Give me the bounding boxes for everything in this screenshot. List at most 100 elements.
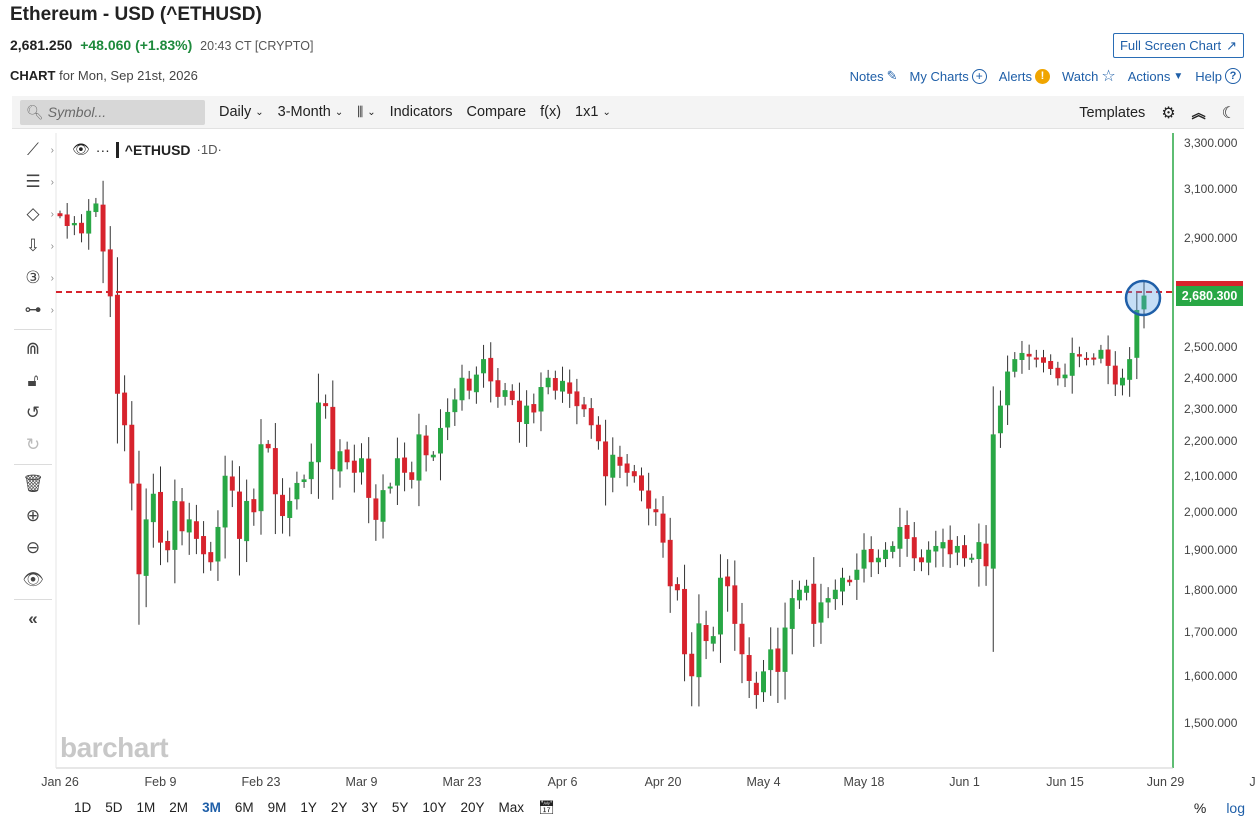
candle-body bbox=[868, 548, 874, 563]
candle-body bbox=[753, 682, 759, 696]
candle-body bbox=[222, 475, 228, 528]
candle-body bbox=[940, 542, 946, 549]
candle-body bbox=[380, 490, 386, 522]
measure-tool[interactable]: ⊶ › bbox=[12, 294, 55, 326]
gear-icon[interactable]: ⚙ bbox=[1161, 104, 1176, 122]
calendar-icon[interactable]: 📅︎ bbox=[538, 800, 556, 815]
tool-divider bbox=[14, 464, 52, 465]
more-icon[interactable]: ··· bbox=[95, 141, 110, 158]
candle-body bbox=[1098, 349, 1104, 359]
arrow-tool[interactable]: ⇩ › bbox=[12, 230, 54, 262]
symbol-search[interactable]: 🔍︎ Symbol... bbox=[20, 99, 205, 125]
lock-tool[interactable]: 🔓︎ bbox=[12, 365, 54, 397]
x-tick-label: Apr 6 bbox=[548, 775, 578, 789]
notes-link[interactable]: Notes ✎ bbox=[850, 68, 898, 84]
arrow-down-icon: ⇩ bbox=[25, 236, 41, 255]
range-2m[interactable]: 2M bbox=[169, 800, 189, 815]
candle-body bbox=[595, 424, 601, 442]
zoom-out-tool[interactable]: ⊖ bbox=[12, 532, 54, 564]
function-button[interactable]: f(x) bbox=[540, 104, 562, 120]
help-link[interactable]: Help? bbox=[1195, 68, 1241, 84]
fib-tool[interactable]: ☰ › bbox=[12, 166, 54, 198]
range-6m[interactable]: 6M bbox=[234, 800, 254, 815]
magnet-icon: ⋒ bbox=[25, 339, 41, 358]
candle-body bbox=[86, 210, 92, 234]
y-tick-label: 1,900.000 bbox=[1184, 543, 1238, 557]
interval-select[interactable]: Daily ⌄ bbox=[219, 104, 264, 120]
delete-tool[interactable]: 🗑︎ bbox=[12, 468, 54, 500]
quote-line: 2,681.250 +48.060 (+1.83%) 20:43 CT [CRY… bbox=[10, 37, 313, 53]
range-max[interactable]: Max bbox=[498, 800, 524, 815]
zoom-in-tool[interactable]: ⊕ bbox=[12, 500, 54, 532]
y-tick-label: 2,500.000 bbox=[1184, 340, 1238, 354]
layout-select[interactable]: 1x1 ⌄ bbox=[575, 104, 611, 120]
range-5d[interactable]: 5D bbox=[105, 800, 123, 815]
indicators-button[interactable]: Indicators bbox=[389, 104, 453, 120]
candle-body bbox=[244, 500, 250, 542]
range-3y[interactable]: 3Y bbox=[361, 800, 378, 815]
candle-body bbox=[1062, 374, 1068, 379]
candle-body bbox=[351, 460, 357, 473]
trendline-tool[interactable]: ⟋ › bbox=[12, 134, 54, 166]
candle-body bbox=[588, 408, 594, 426]
chart-legend: 👁︎ ··· ^ETHUSD ·1D· bbox=[72, 141, 222, 158]
candle-body bbox=[1048, 361, 1054, 369]
log-toggle[interactable]: log bbox=[1226, 800, 1245, 816]
range-2y[interactable]: 2Y bbox=[330, 800, 348, 815]
undo-tool[interactable]: ↺ bbox=[12, 397, 54, 429]
templates-button[interactable]: Templates bbox=[1079, 104, 1146, 121]
range-1m[interactable]: 1M bbox=[136, 800, 156, 815]
candle-body bbox=[531, 404, 537, 413]
current-price-tag: 2,680.300 bbox=[1176, 286, 1243, 306]
full-screen-chart-button[interactable]: Full Screen Chart ↗ bbox=[1112, 33, 1244, 58]
candle-body bbox=[710, 636, 716, 644]
watch-link[interactable]: Watch ☆ bbox=[1062, 66, 1116, 86]
candle-body bbox=[402, 457, 408, 473]
range-selector: 1D 5D 1M 2M 3M 6M 9M 1Y 2Y 3Y 5Y 10Y 20Y… bbox=[74, 800, 569, 816]
period-select[interactable]: 3-Month ⌄ bbox=[278, 104, 344, 120]
range-9m[interactable]: 9M bbox=[267, 800, 287, 815]
range-1d[interactable]: 1D bbox=[74, 800, 92, 815]
collapse-tools[interactable]: « bbox=[12, 603, 54, 635]
percent-toggle[interactable]: % bbox=[1193, 800, 1207, 816]
alert-icon: ! bbox=[1035, 68, 1050, 84]
candle-body bbox=[653, 509, 659, 513]
chart-type-select[interactable]: ⫼ ⌄ bbox=[357, 104, 375, 120]
candle-body bbox=[502, 390, 508, 397]
dark-mode-icon[interactable]: ☾ bbox=[1221, 104, 1236, 122]
range-10y[interactable]: 10Y bbox=[422, 800, 447, 815]
range-1y[interactable]: 1Y bbox=[300, 800, 317, 815]
candle-body bbox=[1127, 359, 1133, 380]
alerts-link[interactable]: Alerts! bbox=[999, 68, 1050, 84]
range-20y[interactable]: 20Y bbox=[460, 800, 485, 815]
actions-label: Actions bbox=[1127, 68, 1171, 84]
candle-body bbox=[847, 579, 853, 583]
redo-tool[interactable]: ↻ bbox=[12, 429, 54, 461]
compare-button[interactable]: Compare bbox=[466, 104, 527, 120]
chevron-right-icon: › bbox=[50, 176, 54, 188]
candle-body bbox=[1105, 349, 1111, 366]
candle-body bbox=[631, 471, 637, 477]
my-charts-link[interactable]: My Charts + bbox=[910, 68, 987, 84]
range-5y[interactable]: 5Y bbox=[391, 800, 409, 815]
star-icon: ☆ bbox=[1101, 68, 1116, 85]
collapse-icon[interactable]: ︽ bbox=[1191, 104, 1206, 121]
candle-body bbox=[509, 390, 515, 400]
candle-body bbox=[387, 486, 393, 489]
annotation-tool[interactable]: ③ › bbox=[12, 262, 54, 294]
quote-meta: 20:43 CT [CRYPTO] bbox=[200, 39, 314, 53]
number-circle-icon: ③ bbox=[25, 268, 41, 287]
candle-body bbox=[150, 493, 156, 523]
candle-body bbox=[136, 483, 142, 575]
candle-body bbox=[617, 456, 623, 466]
eye-icon[interactable]: 👁︎ bbox=[72, 141, 90, 157]
candle-body bbox=[897, 526, 903, 549]
range-3m[interactable]: 3M bbox=[202, 800, 221, 815]
chevron-down-icon: ⌄ bbox=[367, 106, 376, 118]
actions-menu[interactable]: Actions ▼ bbox=[1128, 69, 1184, 84]
visibility-tool[interactable]: 👁︎ bbox=[12, 564, 54, 596]
magnet-tool[interactable]: ⋒ bbox=[12, 333, 54, 365]
shape-tool[interactable]: ◇ › bbox=[12, 198, 54, 230]
price-tag-marker bbox=[1176, 281, 1243, 286]
